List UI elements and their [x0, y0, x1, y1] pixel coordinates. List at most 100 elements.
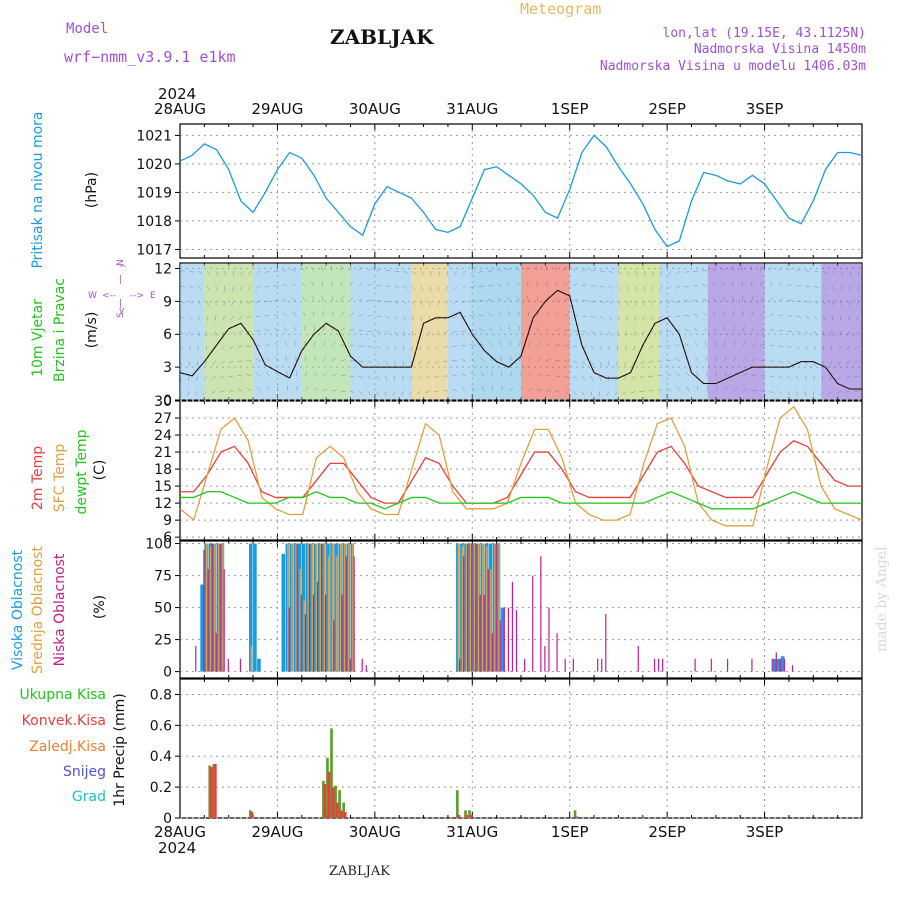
pressure-y-tick: 1017 — [136, 242, 172, 258]
precip-y-tick: 0.4 — [150, 749, 172, 765]
low_cloud-bar — [289, 608, 290, 672]
low_cloud-bar — [228, 659, 229, 672]
compass-glyph: | — [119, 275, 122, 285]
mid_cloud-bar — [458, 544, 460, 672]
mid_cloud-bar — [332, 544, 334, 672]
precip-y-tick: 0.6 — [150, 718, 172, 734]
low_cloud-bar — [215, 633, 216, 671]
cloud-unit: (%) — [92, 595, 108, 619]
low_cloud-bar — [512, 582, 513, 672]
low_cloud-bar — [780, 659, 781, 672]
mid_cloud-bar — [494, 544, 496, 672]
low_cloud-bar — [751, 659, 752, 672]
temp-label-dewpt: dewpt Temp — [74, 429, 90, 514]
low_cloud-bar — [459, 659, 460, 672]
low_cloud-bar — [784, 659, 785, 672]
high_cloud-bar — [281, 554, 285, 672]
wind-compass: N^|W<---->E|vS — [88, 259, 156, 318]
precip-legend-hail: Grad — [72, 789, 106, 805]
low_cloud-bar — [471, 544, 472, 672]
temp2m-line — [180, 441, 862, 503]
wind-field-band — [351, 264, 412, 399]
low_cloud-bar — [516, 610, 517, 671]
mid_cloud-bar — [466, 544, 468, 672]
mid_cloud-bar — [348, 544, 350, 672]
mid_cloud-bar — [312, 544, 314, 672]
low_cloud-bar — [496, 544, 497, 672]
temp-y-tick: 24 — [154, 428, 172, 444]
low_cloud-bar — [727, 659, 728, 672]
precip_conv-bar — [210, 767, 213, 818]
footer-station: ZABLJAK — [329, 864, 390, 879]
low_cloud-bar — [321, 544, 322, 672]
low_cloud-bar — [565, 659, 566, 672]
temp-unit: (C) — [92, 460, 108, 481]
pressure-y-tick: 1020 — [136, 157, 172, 173]
station-title: ZABLJAK — [330, 25, 434, 49]
pressure-unit: (hPa) — [84, 172, 100, 208]
wind-unit: (m/s) — [84, 312, 100, 349]
mid_cloud-bar — [307, 544, 309, 672]
low_cloud-bar — [479, 595, 480, 672]
low_cloud-bar — [654, 659, 655, 672]
wind-field-band — [472, 264, 521, 399]
pressure-label: Pritisak na nivou mora — [30, 111, 46, 268]
bottom-year: 2024 — [158, 839, 196, 857]
wind-y-tick: 12 — [154, 261, 172, 277]
pressure-frame — [180, 124, 862, 258]
wind-field-band — [253, 264, 302, 399]
mid_cloud-bar — [251, 646, 253, 672]
x-tick-top: 28AUG — [154, 100, 206, 118]
cloud-y-tick: 25 — [154, 633, 172, 649]
compass-glyph: ^ — [119, 264, 127, 274]
low_cloud-bar — [333, 620, 334, 671]
mid_cloud-bar — [470, 544, 472, 672]
wind-y-tick: 6 — [163, 327, 172, 343]
compass-glyph: E — [150, 291, 156, 301]
model-elevation-label: Nadmorska Visina u modelu 1406.03m — [600, 59, 866, 74]
low_cloud-bar — [544, 646, 545, 672]
x-tick-top: 31AUG — [446, 100, 498, 118]
low_cloud-bar — [492, 633, 493, 671]
temp-y-tick: 12 — [154, 496, 172, 512]
mid_cloud-bar — [490, 569, 492, 671]
low_cloud-bar — [487, 569, 488, 671]
low_cloud-bar — [597, 659, 598, 672]
mid_cloud-bar — [344, 544, 346, 672]
low_cloud-bar — [325, 595, 326, 672]
mid_cloud-bar — [352, 544, 354, 672]
plot-area: 28AUG28AUG29AUG29AUG30AUG30AUG31AUG31AUG… — [136, 100, 862, 841]
low_cloud-bar — [305, 614, 306, 672]
mid_cloud-bar — [303, 601, 305, 671]
precip-y-tick: 0.2 — [150, 780, 172, 796]
mid_cloud-bar — [218, 544, 220, 672]
wind-field-band — [708, 264, 765, 399]
high_cloud-bar — [257, 659, 261, 672]
mid_cloud-bar — [336, 556, 338, 671]
low_cloud-bar — [548, 608, 549, 672]
precip_conv-bar — [466, 815, 469, 818]
sfc-line — [180, 407, 862, 526]
cloud-y-tick: 100 — [145, 537, 172, 553]
precip-legend-freezing: Zaledj.Kisa — [29, 739, 106, 755]
temp-y-tick: 15 — [154, 479, 172, 495]
high_cloud-bar — [253, 544, 257, 672]
wind-field-band — [302, 264, 351, 399]
wind-field-band — [659, 264, 708, 399]
low_cloud-bar — [792, 665, 793, 671]
low_cloud-bar — [211, 544, 212, 672]
x-tick-top: 29AUG — [251, 100, 303, 118]
low_cloud-bar — [467, 544, 468, 672]
x-tick-bottom: 29AUG — [251, 823, 303, 841]
model-label: Model — [66, 21, 108, 37]
cloud-label-low: Niska Oblacnost — [52, 553, 68, 666]
low_cloud-bar — [658, 659, 659, 672]
x-tick-top: 1SEP — [551, 100, 589, 118]
precip-y-tick: 0 — [163, 811, 172, 827]
x-tick-top: 2SEP — [648, 100, 686, 118]
mid_cloud-bar — [478, 544, 480, 672]
mid_cloud-bar — [210, 546, 212, 671]
temp-y-tick: 21 — [154, 445, 172, 461]
low_cloud-bar — [556, 633, 557, 671]
